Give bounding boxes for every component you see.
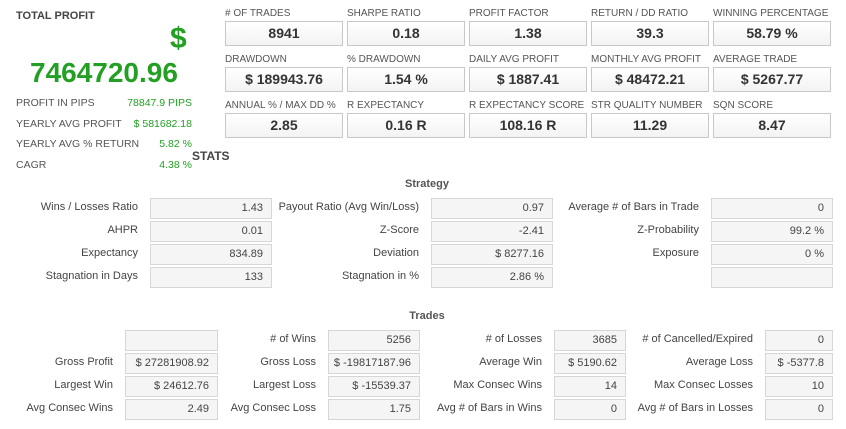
row-label: Max Consec Wins bbox=[453, 379, 542, 391]
row-value: 1.75 bbox=[328, 399, 420, 420]
metric-label: % DRAWDOWN bbox=[347, 54, 421, 65]
row-label: Deviation bbox=[373, 247, 419, 259]
metric-label: R EXPECTANCY SCORE bbox=[469, 100, 585, 111]
row-value: 0.01 bbox=[150, 221, 272, 242]
currency-sign: $ bbox=[170, 22, 187, 55]
row-label: Avg # of Bars in Wins bbox=[437, 402, 542, 414]
metric-value: 1.38 bbox=[469, 21, 587, 46]
row-value: 10 bbox=[765, 376, 833, 397]
row-value: $ -15539.37 bbox=[328, 376, 420, 397]
section-title: Strategy bbox=[404, 178, 450, 190]
summary-label: PROFIT IN PIPS bbox=[16, 97, 95, 109]
row-value: 0 bbox=[711, 198, 833, 219]
metric-label: AVERAGE TRADE bbox=[713, 54, 798, 65]
metric-value: $ 48472.21 bbox=[591, 67, 709, 92]
row-value: 0 % bbox=[711, 244, 833, 265]
metric-value: $ 5267.77 bbox=[713, 67, 831, 92]
metric-label: RETURN / DD RATIO bbox=[591, 8, 689, 19]
total-profit-title: TOTAL PROFIT bbox=[16, 10, 95, 22]
row-value: 0 bbox=[765, 399, 833, 420]
metric-value: 8.47 bbox=[713, 113, 831, 138]
row-value: $ 5190.62 bbox=[554, 353, 626, 374]
summary-value: $ 581682.18 bbox=[133, 117, 192, 130]
row-label: Gross Profit bbox=[54, 356, 113, 368]
summary-value: 4.38 % bbox=[159, 158, 192, 171]
row-label: Gross Loss bbox=[260, 356, 316, 368]
metric-value: 0.18 bbox=[347, 21, 465, 46]
row-value bbox=[125, 330, 218, 351]
row-value: 2.49 bbox=[125, 399, 218, 420]
metric-value: 1.54 % bbox=[347, 67, 465, 92]
row-label: AHPR bbox=[107, 224, 138, 236]
metric-value: 58.79 % bbox=[713, 21, 831, 46]
summary-label: CAGR bbox=[16, 158, 47, 171]
row-label: # of Cancelled/Expired bbox=[642, 333, 753, 345]
metric-label: R EXPECTANCY bbox=[347, 100, 425, 111]
row-value bbox=[711, 267, 833, 288]
summary-value: 5.82 % bbox=[159, 138, 192, 150]
row-label: Average Win bbox=[479, 356, 542, 368]
summary-label: YEARLY AVG % RETURN bbox=[16, 138, 140, 150]
row-label: Avg # of Bars in Losses bbox=[637, 402, 753, 414]
row-label: Stagnation in % bbox=[341, 270, 419, 282]
row-value: 0 bbox=[554, 399, 626, 420]
row-label: Largest Loss bbox=[253, 379, 316, 391]
row-label: Z-Probability bbox=[637, 224, 699, 236]
row-value: $ 27281908.92 bbox=[125, 353, 218, 374]
metric-label: WINNING PERCENTAGE bbox=[713, 8, 829, 19]
row-label: Payout Ratio (Avg Win/Loss) bbox=[278, 201, 419, 213]
row-value: 3685 bbox=[554, 330, 626, 351]
row-label: Expectancy bbox=[81, 247, 138, 259]
row-value: $ 24612.76 bbox=[125, 376, 218, 397]
row-label: Z-Score bbox=[379, 224, 419, 236]
row-label: # of Losses bbox=[485, 333, 542, 345]
row-label: Average # of Bars in Trade bbox=[568, 201, 699, 213]
metric-value: 8941 bbox=[225, 21, 343, 46]
row-value: $ -19817187.96 bbox=[328, 353, 420, 374]
row-label: Avg Consec Wins bbox=[26, 402, 113, 414]
row-label: Wins / Losses Ratio bbox=[40, 201, 138, 213]
metric-value: 108.16 R bbox=[469, 113, 587, 138]
stats-heading: STATS bbox=[192, 149, 230, 163]
metric-label: SHARPE RATIO bbox=[347, 8, 421, 19]
row-value: $ -5377.8 bbox=[765, 353, 833, 374]
metric-value: 2.85 bbox=[225, 113, 343, 138]
row-value: 99.2 % bbox=[711, 221, 833, 242]
metric-label: DAILY AVG PROFIT bbox=[469, 54, 560, 65]
row-value: 2.86 % bbox=[431, 267, 553, 288]
metric-label: ANNUAL % / MAX DD % bbox=[225, 100, 336, 111]
metric-label: DRAWDOWN bbox=[225, 54, 287, 65]
summary-value: 78847.9 PIPS bbox=[127, 97, 192, 109]
row-value: 0 bbox=[765, 330, 833, 351]
metric-value: 11.29 bbox=[591, 113, 709, 138]
row-label: Largest Win bbox=[54, 379, 113, 391]
row-value: 834.89 bbox=[150, 244, 272, 265]
section-title: Trades bbox=[409, 310, 445, 322]
row-label: Average Loss bbox=[685, 356, 753, 368]
metric-value: $ 189943.76 bbox=[225, 67, 343, 92]
summary-label: YEARLY AVG PROFIT bbox=[16, 117, 122, 130]
row-label: Stagnation in Days bbox=[45, 270, 138, 282]
row-value: 0.97 bbox=[431, 198, 553, 219]
row-label: Exposure bbox=[652, 247, 699, 259]
metric-value: 39.3 bbox=[591, 21, 709, 46]
row-label: # of Wins bbox=[270, 333, 316, 345]
row-value: 14 bbox=[554, 376, 626, 397]
row-value: 133 bbox=[150, 267, 272, 288]
metric-label: STR QUALITY NUMBER bbox=[591, 100, 703, 111]
metric-label: # OF TRADES bbox=[225, 8, 291, 19]
metric-value: 0.16 R bbox=[347, 113, 465, 138]
metric-label: MONTHLY AVG PROFIT bbox=[591, 54, 702, 65]
row-value: 1.43 bbox=[150, 198, 272, 219]
row-label: Max Consec Losses bbox=[653, 379, 753, 391]
row-value: $ 8277.16 bbox=[431, 244, 553, 265]
row-label: Avg Consec Loss bbox=[230, 402, 316, 414]
metric-label: PROFIT FACTOR bbox=[469, 8, 549, 19]
metric-label: SQN SCORE bbox=[713, 100, 774, 111]
row-value: -2.41 bbox=[431, 221, 553, 242]
row-value: 5256 bbox=[328, 330, 420, 351]
total-profit: 7464720.96 bbox=[30, 57, 178, 88]
metric-value: $ 1887.41 bbox=[469, 67, 587, 92]
